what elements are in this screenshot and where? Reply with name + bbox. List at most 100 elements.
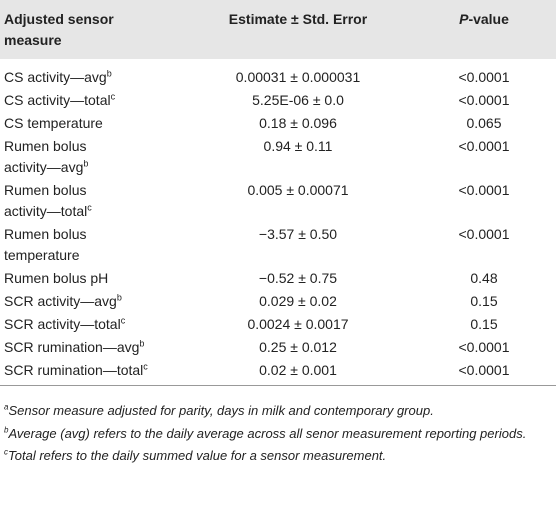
- p-value-cell: <0.0001: [412, 336, 556, 359]
- estimate-cell: 0.94 ± 0.11: [184, 135, 412, 179]
- p-value-text: <0.0001: [458, 339, 510, 355]
- footnote: aSensor measure adjusted for parity, day…: [4, 400, 552, 423]
- table-row: CS temperature 0.18 ± 0.096 0.065: [0, 112, 556, 135]
- estimate-text: −0.52 ± 0.75: [258, 270, 338, 286]
- estimate-cell: −3.57 ± 0.50: [184, 223, 412, 267]
- footnote-mark: c: [110, 91, 116, 102]
- estimate-cell: 0.005 ± 0.00071: [184, 179, 412, 223]
- footnote-mark: b: [106, 68, 112, 79]
- measure-text: Rumen bolus pH: [4, 270, 109, 286]
- estimate-text: −3.57 ± 0.50: [258, 226, 338, 242]
- footnote-text: Total refers to the daily summed value f…: [8, 448, 387, 463]
- measure-text: Rumen bolus: [4, 138, 87, 154]
- footnote-mark: c: [87, 202, 92, 213]
- footnotes: aSensor measure adjusted for parity, day…: [0, 386, 556, 468]
- table-row: CS activity—avgb 0.00031 ± 0.000031 <0.000…: [0, 59, 556, 89]
- estimate-text: 0.25 ± 0.012: [259, 339, 337, 355]
- p-value-cell: <0.0001: [412, 359, 556, 386]
- measure-text: CS temperature: [4, 115, 103, 131]
- p-value-cell: 0.15: [412, 290, 556, 313]
- measure-cell: Rumen bolus activity—totalc: [0, 179, 184, 223]
- estimate-text: 0.029 ± 0.02: [259, 293, 337, 309]
- footnote-mark: b: [83, 158, 89, 169]
- measure-cell: Rumen bolus temperature: [0, 223, 184, 267]
- measure-text: SCR rumination—totalc: [4, 361, 148, 378]
- estimate-cell: 0.0024 ± 0.0017: [184, 313, 412, 336]
- header-text: Estimate ± Std. Error: [228, 11, 368, 27]
- measure-text: SCR rumination—avgb: [4, 338, 145, 355]
- header-text: measure: [4, 32, 62, 48]
- estimate-text: 0.005 ± 0.00071: [247, 182, 349, 198]
- estimate-cell: 0.25 ± 0.012: [184, 336, 412, 359]
- table-row: SCR activity—totalc 0.0024 ± 0.0017 0.15: [0, 313, 556, 336]
- header-text: -value: [468, 11, 509, 27]
- header-cell: P-value: [412, 0, 556, 59]
- footnote-text: Average (avg) refers to the daily averag…: [8, 425, 527, 441]
- footnote: cTotal refers to the daily summed value …: [4, 445, 552, 468]
- footnote-text: Sensor measure adjusted for parity, days…: [8, 403, 434, 418]
- table-row: CS activity—totalc 5.25E-06 ± 0.0 <0.0001: [0, 89, 556, 112]
- footnote-mark: c: [4, 447, 8, 457]
- measure-text: activity—avgb: [4, 158, 89, 175]
- p-value-cell: <0.0001: [412, 223, 556, 267]
- measure-cell: CS activity—totalc: [0, 89, 184, 112]
- p-value-text: <0.0001: [458, 138, 510, 154]
- header-text: P: [459, 11, 469, 27]
- p-value-text: <0.0001: [458, 69, 510, 85]
- estimate-text: 0.00031 ± 0.000031: [235, 69, 361, 85]
- p-value-text: <0.0001: [458, 92, 510, 108]
- measure-cell: SCR activity—totalc: [0, 313, 184, 336]
- table: Adjusted sensor measure Estimate ± Std. …: [0, 0, 556, 386]
- measure-text: SCR activity—totalc: [4, 315, 126, 332]
- measure-cell: Rumen bolus activity—avgb: [0, 135, 184, 179]
- estimate-text: 0.0024 ± 0.0017: [247, 316, 349, 332]
- table-header: Adjusted sensor measure Estimate ± Std. …: [0, 0, 556, 59]
- measure-cell: SCR rumination—totalc: [0, 359, 184, 386]
- measure-cell: Rumen bolus pH: [0, 267, 184, 290]
- estimate-cell: 0.18 ± 0.096: [184, 112, 412, 135]
- estimate-cell: 0.02 ± 0.001: [184, 359, 412, 386]
- p-value-text: 0.065: [466, 115, 502, 131]
- table-row: Rumen bolus activity—avgb 0.94 ± 0.11 <0.00…: [0, 135, 556, 179]
- footnote-mark: b: [4, 425, 9, 435]
- p-value-cell: <0.0001: [412, 179, 556, 223]
- p-value-text: <0.0001: [458, 182, 510, 198]
- table-row: SCR rumination—totalc 0.02 ± 0.001 <0.0001: [0, 359, 556, 386]
- table-row: SCR activity—avgb 0.029 ± 0.02 0.15: [0, 290, 556, 313]
- estimate-text: 0.18 ± 0.096: [259, 115, 337, 131]
- measure-cell: CS temperature: [0, 112, 184, 135]
- estimate-text: 5.25E-06 ± 0.0: [252, 92, 344, 108]
- footnote-mark: c: [143, 361, 148, 372]
- p-value-cell: <0.0001: [412, 135, 556, 179]
- header-cell: Estimate ± Std. Error: [184, 0, 412, 59]
- p-value-cell: <0.0001: [412, 89, 556, 112]
- estimate-text: 0.94 ± 0.11: [263, 138, 333, 154]
- measure-text: Rumen bolus: [4, 182, 87, 198]
- estimate-cell: 5.25E-06 ± 0.0: [184, 89, 412, 112]
- estimate-text: 0.02 ± 0.001: [259, 362, 337, 378]
- table-row: Rumen bolus pH −0.52 ± 0.75 0.48: [0, 267, 556, 290]
- p-value-cell: 0.15: [412, 313, 556, 336]
- p-value-cell: 0.065: [412, 112, 556, 135]
- p-value-text: 0.48: [470, 270, 498, 286]
- footnote-mark: b: [139, 338, 145, 349]
- estimate-cell: 0.00031 ± 0.000031: [184, 59, 412, 89]
- header-text: Adjusted sensor: [4, 11, 114, 27]
- p-value-text: <0.0001: [458, 362, 510, 378]
- measure-text: SCR activity—avgb: [4, 292, 122, 309]
- p-value-text: 0.15: [470, 316, 498, 332]
- measure-text: activity—totalc: [4, 202, 92, 219]
- footnote-mark: a: [4, 402, 9, 412]
- header-row: Adjusted sensor measure Estimate ± Std. …: [0, 0, 556, 59]
- estimate-cell: 0.029 ± 0.02: [184, 290, 412, 313]
- estimate-cell: −0.52 ± 0.75: [184, 267, 412, 290]
- p-value-text: <0.0001: [458, 226, 510, 242]
- header-cell: Adjusted sensor measure: [0, 0, 184, 59]
- measure-cell: SCR rumination—avgb: [0, 336, 184, 359]
- measure-text: temperature: [4, 247, 80, 263]
- measure-text: CS activity—avgb: [4, 68, 112, 85]
- p-value-cell: 0.48: [412, 267, 556, 290]
- measure-cell: CS activity—avgb: [0, 59, 184, 89]
- measure-text: Rumen bolus: [4, 226, 87, 242]
- table-row: Rumen bolus activity—totalc 0.005 ± 0.0007…: [0, 179, 556, 223]
